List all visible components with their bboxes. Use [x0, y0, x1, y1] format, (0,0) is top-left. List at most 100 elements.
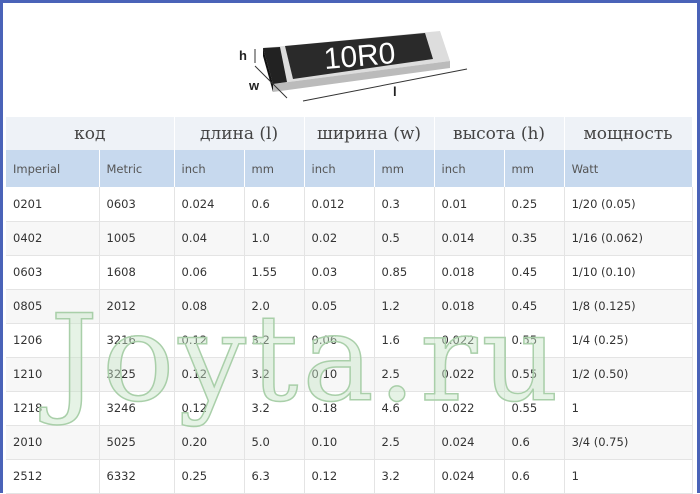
- dim-w-label: w: [248, 78, 260, 93]
- table-row: 0201 0603 0.024 0.6 0.012 0.3 0.01 0.25 1/20 (0.…: [6, 187, 693, 222]
- table-cell: 2.5: [374, 425, 435, 460]
- table-cell: 1/20 (0.05): [564, 187, 693, 222]
- table-cell: 1.2: [374, 289, 435, 324]
- table-cell: 1/4 (0.25): [564, 323, 693, 358]
- table-cell: 0.024: [174, 187, 245, 222]
- table-cell: 0.55: [504, 357, 565, 392]
- column-header: Metric: [99, 150, 175, 187]
- table-cell: 0603: [6, 255, 100, 290]
- table-cell: 0201: [6, 187, 100, 222]
- column-header: Imperial: [6, 150, 100, 187]
- group-header: ширина (w): [304, 117, 435, 150]
- table-cell: 0603: [99, 187, 175, 222]
- table-cell: 1206: [6, 323, 100, 358]
- table-cell: 2012: [99, 289, 175, 324]
- column-header: mm: [374, 150, 435, 187]
- table-cell: 0.5: [374, 221, 435, 256]
- table-cell: 0.024: [434, 425, 505, 460]
- table-cell: 2512: [6, 459, 100, 494]
- table-cell: 0.08: [174, 289, 245, 324]
- table-cell: 6.3: [244, 459, 305, 494]
- table-cell: 1: [564, 391, 693, 426]
- table-cell: 3.2: [244, 391, 305, 426]
- table-row: 2512 6332 0.25 6.3 0.12 3.2 0.024 0.6 1: [6, 459, 693, 494]
- group-header: мощность: [564, 117, 693, 150]
- group-header: длина (l): [174, 117, 305, 150]
- table-cell: 0.45: [504, 255, 565, 290]
- column-header: inch: [434, 150, 505, 187]
- table-cell: 3.2: [374, 459, 435, 494]
- column-header: inch: [304, 150, 375, 187]
- table-cell: 0.10: [304, 425, 375, 460]
- table-cell: 0.03: [304, 255, 375, 290]
- table-cell: 0.018: [434, 255, 505, 290]
- table-cell: 2.0: [244, 289, 305, 324]
- table-cell: 1.6: [374, 323, 435, 358]
- table-cell: 0.6: [504, 425, 565, 460]
- table-cell: 1608: [99, 255, 175, 290]
- table-cell: 0.06: [174, 255, 245, 290]
- table-cell: 0.18: [304, 391, 375, 426]
- table-cell: 0.55: [504, 323, 565, 358]
- table-cell: 0.85: [374, 255, 435, 290]
- table-cell: 0.06: [304, 323, 375, 358]
- table-cell: 0.012: [304, 187, 375, 222]
- group-header: код: [6, 117, 175, 150]
- subheader-row: Imperial Metric inch mm inch mm inch mm Watt: [6, 150, 693, 187]
- table-cell: 0.12: [174, 357, 245, 392]
- table-cell: 0.55: [504, 391, 565, 426]
- table-cell: 0.04: [174, 221, 245, 256]
- table-cell: 0.12: [304, 459, 375, 494]
- table-row: 1206 3216 0.12 3.2 0.06 1.6 0.022 0.55 1/4 (0.25…: [6, 323, 693, 358]
- table-cell: 0.20: [174, 425, 245, 460]
- table-cell: 0.3: [374, 187, 435, 222]
- column-header: mm: [504, 150, 565, 187]
- smd-size-table: код длина (l) ширина (w) высота (h) мощн…: [6, 117, 693, 494]
- table-cell: 0.12: [174, 323, 245, 358]
- table-cell: 0.014: [434, 221, 505, 256]
- table-cell: 5.0: [244, 425, 305, 460]
- table-cell: 0.02: [304, 221, 375, 256]
- table-cell: 3.2: [244, 323, 305, 358]
- table-cell: 1.0: [244, 221, 305, 256]
- table-cell: 2010: [6, 425, 100, 460]
- table-cell: 3246: [99, 391, 175, 426]
- table-cell: 3216: [99, 323, 175, 358]
- table-cell: 1: [564, 459, 693, 494]
- chip-label: 10R0: [322, 37, 396, 76]
- table-cell: 6332: [99, 459, 175, 494]
- table-cell: 0.01: [434, 187, 505, 222]
- table-cell: 5025: [99, 425, 175, 460]
- group-header: высота (h): [434, 117, 565, 150]
- table-cell: 1/16 (0.062): [564, 221, 693, 256]
- table-cell: 1/8 (0.125): [564, 289, 693, 324]
- table-cell: 0.25: [174, 459, 245, 494]
- table-cell: 1210: [6, 357, 100, 392]
- table-cell: 3225: [99, 357, 175, 392]
- column-header: mm: [244, 150, 305, 187]
- table-cell: 0805: [6, 289, 100, 324]
- table-cell: 2.5: [374, 357, 435, 392]
- dim-h-label: h: [239, 48, 247, 63]
- table-cell: 1/10 (0.10): [564, 255, 693, 290]
- table-cell: 3.2: [244, 357, 305, 392]
- table-cell: 0.45: [504, 289, 565, 324]
- table-row: 2010 5025 0.20 5.0 0.10 2.5 0.024 0.6 3/4 (0.75): [6, 425, 693, 460]
- table-cell: 0.12: [174, 391, 245, 426]
- table-row: 1218 3246 0.12 3.2 0.18 4.6 0.022 0.55 1: [6, 391, 693, 426]
- table-cell: 0.022: [434, 323, 505, 358]
- table-cell: 0.10: [304, 357, 375, 392]
- table-cell: 0.022: [434, 391, 505, 426]
- table-row: 0805 2012 0.08 2.0 0.05 1.2 0.018 0.45 1/8 (0.12…: [6, 289, 693, 324]
- table-cell: 0.05: [304, 289, 375, 324]
- table-cell: 0.35: [504, 221, 565, 256]
- table-cell: 0.022: [434, 357, 505, 392]
- table-cell: 0.6: [244, 187, 305, 222]
- table-cell: 0.25: [504, 187, 565, 222]
- table-cell: 3/4 (0.75): [564, 425, 693, 460]
- column-header: inch: [174, 150, 245, 187]
- table-cell: 0402: [6, 221, 100, 256]
- table-cell: 1005: [99, 221, 175, 256]
- table-cell: 0.024: [434, 459, 505, 494]
